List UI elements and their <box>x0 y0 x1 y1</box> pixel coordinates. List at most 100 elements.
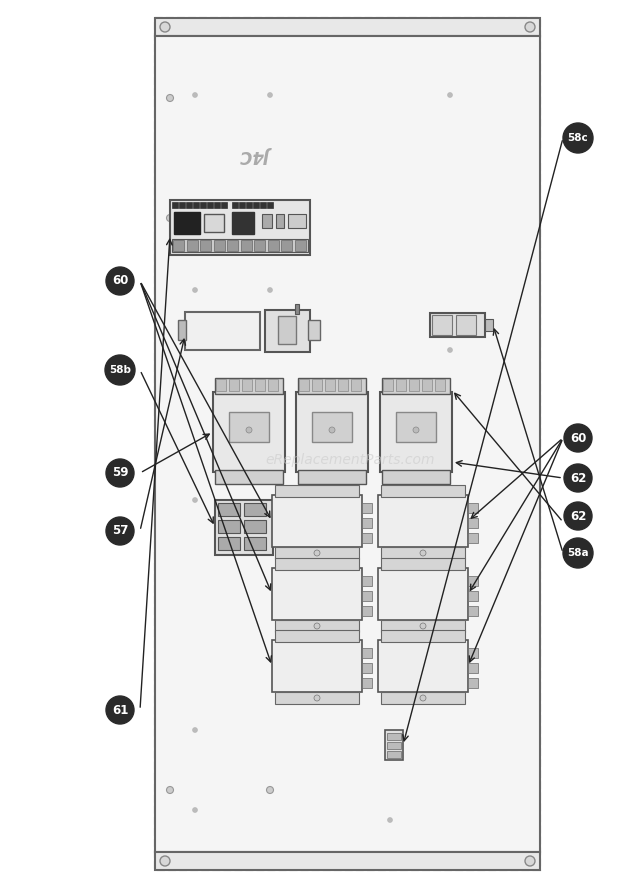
Bar <box>215 500 273 555</box>
Bar <box>260 202 265 208</box>
Circle shape <box>564 502 592 530</box>
Circle shape <box>314 623 320 629</box>
Bar <box>244 537 266 550</box>
Circle shape <box>525 22 535 32</box>
Circle shape <box>192 93 198 97</box>
Text: 61: 61 <box>112 704 128 716</box>
Bar <box>468 503 478 513</box>
Bar <box>155 852 540 870</box>
Text: 58b: 58b <box>109 365 131 375</box>
Bar <box>229 379 239 391</box>
Circle shape <box>167 95 174 102</box>
Bar <box>265 310 310 352</box>
Circle shape <box>314 695 320 701</box>
Bar <box>242 379 252 391</box>
Bar <box>173 240 184 251</box>
Bar <box>325 379 335 391</box>
Bar <box>239 202 244 208</box>
Bar <box>200 240 211 251</box>
Bar <box>362 606 372 616</box>
Bar <box>468 576 478 586</box>
Circle shape <box>420 695 426 701</box>
Bar <box>468 591 478 601</box>
Bar <box>381 620 465 632</box>
Bar <box>244 503 266 516</box>
Bar <box>382 470 450 484</box>
Bar <box>308 320 320 340</box>
Bar <box>362 663 372 673</box>
Bar <box>275 558 359 570</box>
Bar <box>381 547 465 559</box>
Circle shape <box>192 212 198 218</box>
Bar <box>185 312 260 350</box>
Circle shape <box>267 287 273 293</box>
Circle shape <box>314 550 320 556</box>
Bar <box>456 315 476 335</box>
Bar <box>204 214 224 232</box>
Bar <box>338 379 348 391</box>
Text: J4C: J4C <box>245 146 275 164</box>
Bar <box>275 620 359 632</box>
Circle shape <box>267 212 273 218</box>
Bar <box>218 537 240 550</box>
Bar <box>207 202 213 208</box>
Bar <box>378 640 468 692</box>
Bar <box>468 533 478 543</box>
Bar <box>468 518 478 528</box>
Bar <box>172 239 308 252</box>
Bar <box>468 663 478 673</box>
Bar <box>362 503 372 513</box>
Bar <box>382 378 450 394</box>
Bar <box>246 202 252 208</box>
Bar <box>432 315 452 335</box>
Bar <box>468 648 478 658</box>
Bar <box>155 18 540 36</box>
Bar <box>179 202 185 208</box>
Circle shape <box>329 427 335 433</box>
Bar <box>468 678 478 688</box>
Bar <box>241 240 252 251</box>
Bar <box>378 568 468 620</box>
Text: 60: 60 <box>112 275 128 287</box>
Bar <box>312 412 352 442</box>
Circle shape <box>448 348 453 352</box>
Circle shape <box>106 517 134 545</box>
Bar <box>216 379 226 391</box>
Bar <box>215 378 283 394</box>
Bar <box>267 202 273 208</box>
Bar <box>468 606 478 616</box>
Bar <box>187 240 198 251</box>
Bar <box>178 320 186 340</box>
Bar <box>275 630 359 642</box>
Text: 60: 60 <box>570 432 586 444</box>
Bar <box>387 751 401 758</box>
Bar <box>218 503 240 516</box>
Bar <box>186 202 192 208</box>
Bar <box>276 214 284 228</box>
Bar <box>272 640 362 692</box>
Circle shape <box>167 787 174 794</box>
Circle shape <box>388 498 392 502</box>
Circle shape <box>448 93 453 97</box>
Circle shape <box>525 856 535 866</box>
Bar <box>485 319 493 331</box>
Bar <box>275 547 359 559</box>
Circle shape <box>420 623 426 629</box>
Bar <box>362 576 372 586</box>
Circle shape <box>167 214 174 221</box>
Bar <box>170 200 310 255</box>
Bar <box>193 202 198 208</box>
Bar <box>351 379 361 391</box>
Bar <box>218 520 240 533</box>
Circle shape <box>160 22 170 32</box>
Circle shape <box>564 464 592 492</box>
Circle shape <box>388 817 392 822</box>
Bar <box>214 202 219 208</box>
Bar <box>262 214 272 228</box>
Circle shape <box>267 348 273 352</box>
Circle shape <box>564 424 592 452</box>
Circle shape <box>192 498 198 502</box>
Text: 57: 57 <box>112 524 128 538</box>
Bar <box>213 240 224 251</box>
Text: eReplacementParts.com: eReplacementParts.com <box>265 453 435 467</box>
